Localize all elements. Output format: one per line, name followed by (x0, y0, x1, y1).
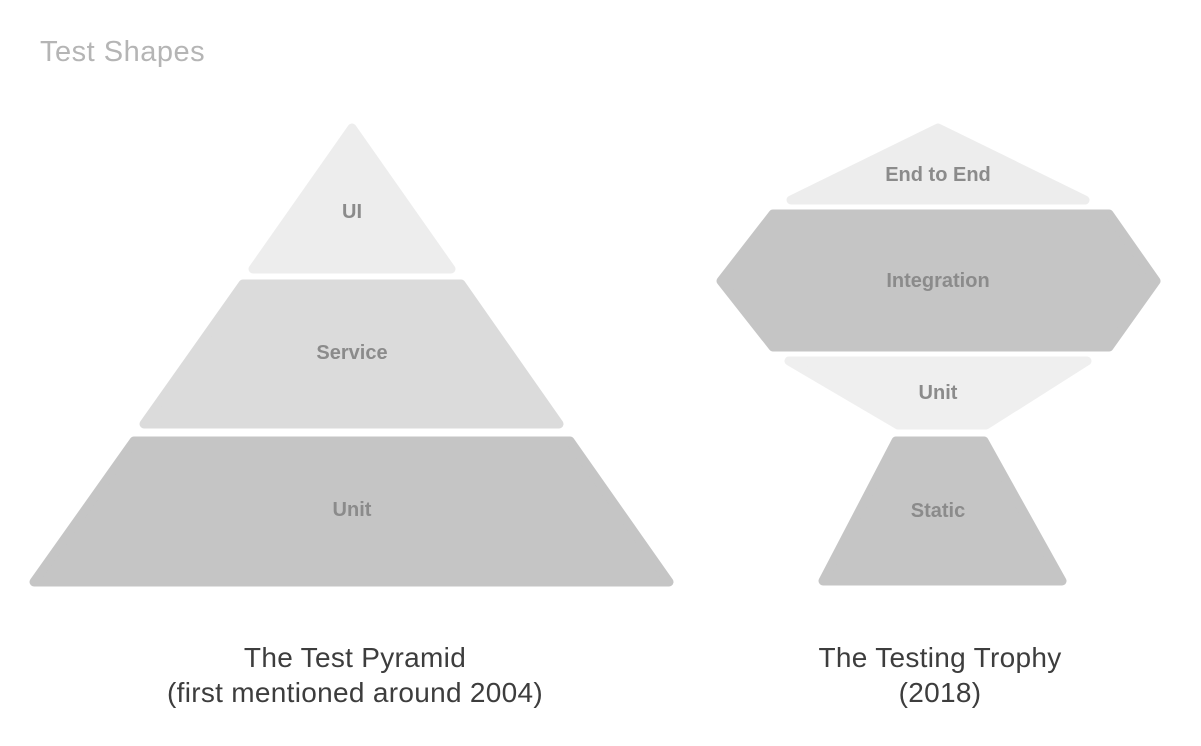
pyramid-layer-ui-label: UI (342, 201, 362, 223)
pyramid-layer-ui-shape (248, 123, 456, 274)
pyramid-layer-unit-shape (29, 436, 674, 587)
trophy-caption-line2: (2018) (898, 677, 982, 708)
pyramid-caption-line1: The Test Pyramid (243, 642, 467, 673)
pyramid-layer-service-label: Service (316, 342, 387, 364)
trophy-layer-unit-label: Unit (919, 382, 958, 404)
trophy-layer-integration-shape (716, 209, 1161, 352)
pyramid-caption-line2: (first mentioned around 2004) (166, 677, 544, 708)
page-title: Test Shapes (40, 36, 206, 68)
trophy-caption: The Testing Trophy (2018) (710, 640, 1170, 710)
pyramid-layer-service-shape (139, 279, 564, 429)
pyramid-layer-unit-label: Unit (333, 499, 372, 521)
trophy-layer-static-label: Static (911, 500, 965, 522)
trophy-layer-end-to-end-label: End to End (885, 164, 991, 186)
test-pyramid-group: UI Service Unit (29, 123, 674, 587)
trophy-layer-static-shape (818, 436, 1067, 586)
trophy-caption-line1: The Testing Trophy (818, 642, 1062, 673)
trophy-layer-end-to-end-shape (786, 123, 1090, 205)
pyramid-caption: The Test Pyramid (first mentioned around… (0, 640, 710, 710)
trophy-layer-unit-shape (784, 356, 1092, 430)
testing-trophy-group: End to End Integration Unit Static (716, 123, 1161, 586)
trophy-layer-integration-label: Integration (886, 270, 989, 292)
